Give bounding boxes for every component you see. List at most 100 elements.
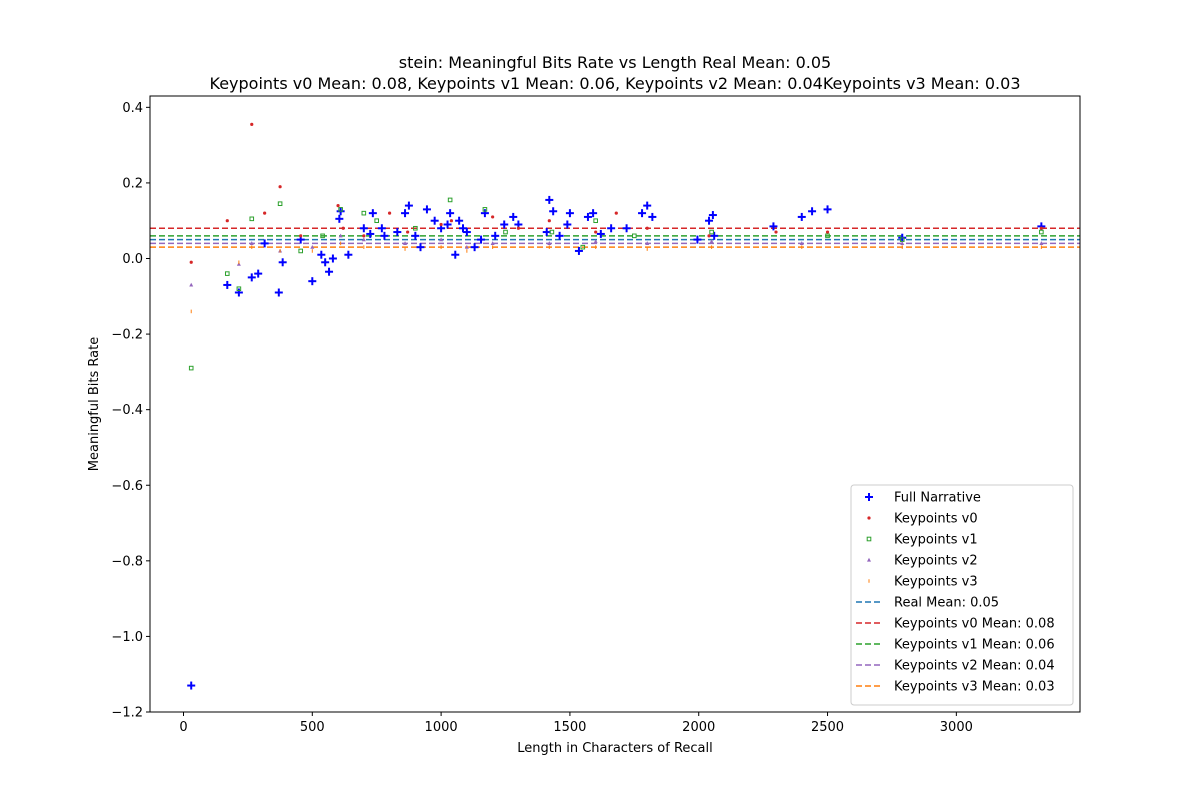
data-point-s2-8 xyxy=(361,210,367,216)
plot-frame xyxy=(149,95,1081,713)
data-point-s2-19 xyxy=(825,233,830,239)
data-point-s0-6 xyxy=(274,288,283,297)
data-point-s0-64 xyxy=(808,207,817,216)
data-point-s1-3 xyxy=(263,211,267,215)
series-2 xyxy=(188,197,1044,371)
data-point-s0-52 xyxy=(596,229,605,238)
data-point-s0-11 xyxy=(321,258,330,267)
data-point-s0-25 xyxy=(411,231,420,240)
data-point-s0-28 xyxy=(430,216,439,225)
data-point-s1-14 xyxy=(516,226,520,230)
legend-marker-0 xyxy=(865,493,873,501)
plot-area xyxy=(150,122,1080,690)
data-point-s0-5 xyxy=(260,239,269,248)
legend-marker-3 xyxy=(867,557,871,562)
data-point-s0-61 xyxy=(710,231,719,240)
data-point-s0-30 xyxy=(443,220,452,229)
data-point-s0-10 xyxy=(317,250,326,259)
data-point-s0-12 xyxy=(325,267,334,276)
data-point-s0-22 xyxy=(393,228,402,237)
legend-label-6: Keypoints v0 Mean: 0.08 xyxy=(894,617,1055,632)
data-point-s0-23 xyxy=(401,209,410,218)
data-point-s0-48 xyxy=(565,209,574,218)
data-point-s3-11 xyxy=(547,241,552,245)
data-point-s1-20 xyxy=(774,230,778,234)
data-point-s2-7 xyxy=(338,207,343,212)
y-tick-label-5: −0.2 xyxy=(111,328,143,343)
data-point-s1-17 xyxy=(614,211,618,215)
data-point-s3-17 xyxy=(1039,241,1044,245)
legend-marker-2 xyxy=(866,536,872,542)
data-point-s2-10 xyxy=(413,225,418,231)
data-point-s0-63 xyxy=(797,212,806,221)
data-point-s0-16 xyxy=(344,250,353,259)
data-point-s0-65 xyxy=(823,205,832,214)
y-tick-label-6: 0.0 xyxy=(122,252,143,267)
x-axis-label: Length in Characters of Recall xyxy=(517,741,713,756)
data-point-s2-15 xyxy=(580,244,586,250)
data-point-s0-32 xyxy=(451,250,460,259)
data-point-s0-3 xyxy=(247,273,256,282)
data-point-s2-4 xyxy=(277,201,283,207)
chart-title-line2: Keypoints v0 Mean: 0.08, Keypoints v1 Me… xyxy=(210,74,1021,93)
series-1 xyxy=(189,122,1043,264)
data-point-s0-19 xyxy=(368,209,377,218)
y-tick-label-3: −0.6 xyxy=(111,479,143,494)
y-axis-label: Meaningful Bits Rate xyxy=(87,337,102,471)
data-point-s2-0 xyxy=(188,365,194,371)
data-point-s1-9 xyxy=(387,211,392,215)
data-point-s0-13 xyxy=(328,254,337,263)
data-point-s2-16 xyxy=(593,218,598,224)
legend: Full Narrative Keypoints v0 Keypoints v1 Ke… xyxy=(850,484,1074,706)
data-point-s3-13 xyxy=(645,241,650,245)
data-point-s0-33 xyxy=(455,216,464,225)
data-point-s1-2 xyxy=(250,122,254,126)
data-point-s2-13 xyxy=(503,229,508,235)
legend-label-7: Keypoints v1 Mean: 0.06 xyxy=(894,638,1055,653)
legend-marker-1 xyxy=(867,516,871,520)
data-point-s2-3 xyxy=(249,216,255,222)
data-point-s0-21 xyxy=(380,231,389,240)
data-point-s0-34 xyxy=(459,224,468,233)
data-point-s3-0 xyxy=(189,282,194,287)
x-tick-label-1: 500 xyxy=(300,720,325,735)
axes: 0 500 1000 1500 2000 2500 3000 −1.2 −1.0 −0.8 −0.6… xyxy=(111,101,972,735)
data-point-s1-1 xyxy=(225,219,229,223)
data-point-s0-51 xyxy=(589,209,598,218)
data-point-s1-16 xyxy=(594,230,598,234)
data-point-s1-21 xyxy=(825,230,830,234)
data-point-s0-37 xyxy=(477,235,486,244)
data-point-s2-14 xyxy=(549,229,555,235)
y-tick-label-4: −0.4 xyxy=(111,403,143,418)
data-point-s1-4 xyxy=(278,185,282,189)
data-point-s3-4 xyxy=(310,244,315,249)
data-point-s0-36 xyxy=(470,243,479,252)
data-point-s0-31 xyxy=(446,209,455,218)
data-point-s0-39 xyxy=(491,231,500,240)
data-point-s0-46 xyxy=(555,231,564,240)
data-point-s0-18 xyxy=(366,229,375,238)
data-point-s1-6 xyxy=(336,203,340,208)
y-tick-label-1: −1.0 xyxy=(111,630,143,645)
data-point-s0-43 xyxy=(542,228,551,237)
data-point-s0-57 xyxy=(648,212,657,221)
data-point-s1-18 xyxy=(645,226,649,230)
legend-label-2: Keypoints v1 xyxy=(894,533,978,548)
data-point-s0-60 xyxy=(708,211,717,220)
data-point-s2-1 xyxy=(224,271,230,276)
data-point-s3-12 xyxy=(593,239,598,244)
data-point-s1-0 xyxy=(189,260,193,264)
legend-label-3: Keypoints v2 xyxy=(894,554,978,569)
data-point-s1-13 xyxy=(491,215,495,219)
data-point-s0-62 xyxy=(769,222,778,231)
data-point-s0-56 xyxy=(643,201,652,210)
data-point-s1-15 xyxy=(547,219,551,223)
data-point-s0-20 xyxy=(377,224,386,233)
data-point-s0-58 xyxy=(693,235,702,244)
data-point-s2-2 xyxy=(236,286,242,292)
data-point-s2-11 xyxy=(447,197,453,203)
legend-label-5: Real Mean: 0.05 xyxy=(894,596,999,611)
legend-label-9: Keypoints v3 Mean: 0.03 xyxy=(894,680,1055,695)
data-point-s0-38 xyxy=(480,209,489,218)
series-0 xyxy=(187,195,1046,690)
